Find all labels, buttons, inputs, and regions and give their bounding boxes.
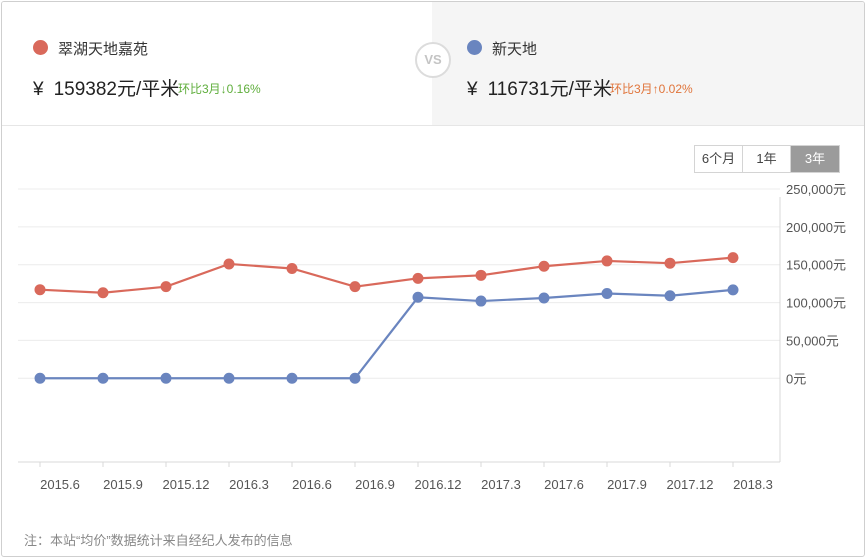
x-tick-label: 2016.6 xyxy=(292,477,332,492)
data-point-series-1 xyxy=(601,255,613,267)
y-tick-label: 200,000元 xyxy=(786,220,846,235)
data-point-series-1 xyxy=(160,281,172,293)
x-tick-label: 2015.6 xyxy=(40,477,80,492)
right-price-value: 116731元/平米 xyxy=(487,79,612,100)
data-point-series-2 xyxy=(349,372,361,384)
data-point-series-2 xyxy=(160,372,172,384)
left-currency: ¥ xyxy=(33,79,44,100)
right-property-name: 新天地 xyxy=(492,41,538,58)
x-tick-label: 2015.12 xyxy=(163,477,210,492)
left-price-value: 159382元/平米 xyxy=(53,79,180,100)
x-tick-label: 2017.3 xyxy=(481,477,521,492)
range-6-months-button[interactable]: 6个月 xyxy=(695,146,743,172)
price-comparison-header: 翠湖天地嘉苑 ¥159382元/平米 环比3月↓0.16% 新天地 ¥11673… xyxy=(2,2,864,126)
data-point-series-2 xyxy=(97,372,109,384)
range-3-years-button[interactable]: 3年 xyxy=(791,146,839,172)
data-point-series-2 xyxy=(538,292,550,304)
x-tick-label: 2016.3 xyxy=(229,477,269,492)
right-property-panel: 新天地 ¥116731元/平米 环比3月↑0.02% xyxy=(432,2,864,125)
right-property-price: ¥116731元/平米 xyxy=(467,74,612,101)
x-tick-label: 2017.12 xyxy=(667,477,714,492)
data-point-series-1 xyxy=(97,287,109,299)
footnote: 注：本站“均价”数据统计来自经纪人发布的信息 xyxy=(24,533,293,548)
right-series-dot xyxy=(467,40,482,55)
left-price-change: 环比3月↓0.16% xyxy=(178,82,261,96)
data-point-series-2 xyxy=(727,284,739,296)
data-point-series-1 xyxy=(538,260,550,272)
data-point-series-1 xyxy=(34,284,46,296)
left-property-panel: 翠湖天地嘉苑 ¥159382元/平米 环比3月↓0.16% xyxy=(2,2,432,125)
left-series-dot xyxy=(33,40,48,55)
data-point-series-2 xyxy=(34,372,46,384)
data-point-series-2 xyxy=(664,290,676,302)
data-point-series-2 xyxy=(412,291,424,303)
x-tick-label: 2016.12 xyxy=(415,477,462,492)
y-tick-label: 150,000元 xyxy=(786,258,846,273)
data-point-series-1 xyxy=(349,281,361,293)
series-line-2 xyxy=(40,288,734,380)
left-property-name: 翠湖天地嘉苑 xyxy=(58,41,149,58)
data-point-series-1 xyxy=(412,272,424,284)
left-property-price: ¥159382元/平米 xyxy=(33,74,179,101)
data-point-series-1 xyxy=(664,257,676,269)
y-tick-label: 100,000元 xyxy=(786,296,846,311)
right-currency: ¥ xyxy=(467,79,478,100)
data-point-series-2 xyxy=(475,295,487,307)
vs-badge: VS xyxy=(415,42,451,78)
x-tick-label: 2017.6 xyxy=(544,477,584,492)
data-point-series-2 xyxy=(601,287,613,299)
data-point-series-1 xyxy=(223,258,235,270)
time-range-selector: 6个月 1年 3年 xyxy=(694,145,840,173)
data-point-series-2 xyxy=(223,372,235,384)
x-tick-label: 2016.9 xyxy=(355,477,395,492)
y-tick-label: 50,000元 xyxy=(786,333,839,348)
x-tick-label: 2017.9 xyxy=(607,477,647,492)
series-line-1 xyxy=(39,256,734,294)
data-point-series-1 xyxy=(727,252,739,264)
data-point-series-1 xyxy=(286,263,298,274)
range-1-year-button[interactable]: 1年 xyxy=(743,146,791,172)
y-tick-label: 250,000元 xyxy=(786,182,846,197)
x-tick-label: 2018.3 xyxy=(733,477,773,492)
price-trend-chart: 0元 50,000元 100,000元 150,000元 200,000元 250,000… xyxy=(18,182,846,492)
y-tick-label: 0元 xyxy=(786,371,806,386)
right-price-change: 环比3月↑0.02% xyxy=(610,82,693,96)
data-point-series-2 xyxy=(286,372,298,384)
data-point-series-1 xyxy=(475,269,487,281)
x-tick-label: 2015.9 xyxy=(103,477,143,492)
